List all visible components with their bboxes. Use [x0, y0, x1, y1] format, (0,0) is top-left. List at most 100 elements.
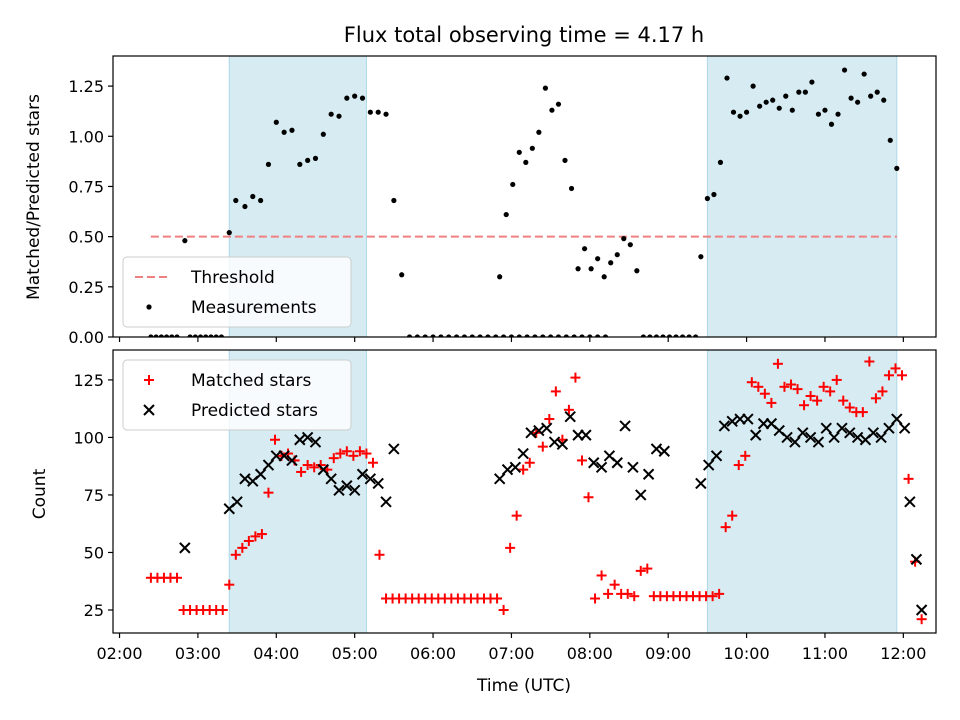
- measurement-point: [588, 266, 594, 272]
- x-stroke: [898, 422, 911, 434]
- measurement-point: [242, 203, 248, 210]
- measurement-point: [500, 334, 507, 337]
- measurement-point: [469, 334, 475, 337]
- measurement-point: [182, 238, 188, 244]
- matched-star-point: [838, 395, 849, 406]
- x-stroke: [179, 542, 191, 554]
- y-tick-label: 1.00: [68, 127, 104, 146]
- measurement-point: [579, 334, 585, 337]
- x-stroke: [603, 450, 616, 462]
- measurement-point: [453, 334, 460, 337]
- predicted-star-point: [325, 473, 337, 485]
- matched-star-point: [296, 466, 307, 477]
- observing-window: [706, 349, 898, 634]
- measurement-point: [743, 109, 750, 115]
- legend-label: Threshold: [190, 268, 275, 288]
- x-stroke: [556, 438, 569, 451]
- matched-star-point: [596, 570, 607, 581]
- x-tick-label: 02:00: [96, 644, 142, 663]
- measurement-point: [770, 97, 776, 103]
- predicted-star-point: [750, 429, 762, 441]
- x-stroke: [804, 431, 817, 444]
- predicted-star-point: [548, 436, 561, 448]
- legend-label: Predicted stars: [191, 401, 318, 421]
- predicted-star-point: [588, 457, 600, 469]
- x-stroke: [718, 420, 731, 432]
- x-tick-label: 10:00: [724, 644, 770, 663]
- matched-star-point: [864, 356, 875, 367]
- x-stroke: [726, 415, 738, 428]
- legend-x-swatch: [143, 404, 155, 416]
- measurement-point: [226, 230, 232, 236]
- legend-box: [122, 359, 352, 431]
- measurement-point: [312, 155, 319, 161]
- predicted-star-point: [742, 413, 754, 425]
- measurement-point: [602, 334, 609, 337]
- measurement-point: [213, 334, 219, 337]
- measurement-point: [265, 161, 272, 167]
- matched-star-point: [766, 397, 777, 408]
- matched-star-point: [354, 446, 365, 457]
- matched-star-point: [818, 381, 829, 392]
- measurement-point: [281, 129, 287, 135]
- predicted-star-point: [804, 431, 817, 444]
- x-stroke: [301, 431, 314, 444]
- measurement-point: [627, 242, 633, 248]
- measurement-point: [320, 131, 326, 137]
- measurement-point: [497, 274, 503, 280]
- x-stroke: [278, 450, 290, 462]
- predicted-star-point: [650, 443, 663, 455]
- y-tick-label: 125: [73, 371, 104, 390]
- legend-box: [122, 256, 352, 328]
- x-stroke: [580, 429, 592, 441]
- x-stroke: [372, 477, 384, 490]
- x-stroke: [341, 480, 353, 492]
- predicted-star-point: [301, 431, 314, 444]
- x-stroke: [533, 424, 545, 437]
- measurement-point: [510, 181, 516, 188]
- x-stroke: [750, 429, 762, 441]
- measurement-point: [359, 95, 366, 101]
- measurement-point: [673, 334, 679, 337]
- x-stroke: [286, 454, 298, 467]
- matched-star-point: [263, 487, 274, 498]
- measurement-point: [835, 111, 841, 117]
- matched-star-point: [550, 386, 561, 397]
- matched-star-point: [635, 565, 646, 576]
- measurement-point: [197, 334, 204, 337]
- predicted-star-point: [695, 477, 707, 490]
- matched-star-point: [524, 457, 535, 468]
- predicted-star-point: [797, 427, 809, 439]
- measurement-point: [503, 211, 509, 218]
- predicted-star-point: [883, 422, 895, 434]
- measurement-point: [660, 334, 666, 337]
- matched-star-point: [570, 372, 581, 383]
- y-tick-label: 0.25: [68, 278, 104, 297]
- predicted-star-point: [619, 420, 631, 432]
- matched-star-point: [498, 604, 509, 615]
- matched-star-point: [367, 457, 378, 468]
- matched-star-point: [224, 579, 235, 590]
- matched-star-point: [537, 441, 548, 452]
- predicted-star-point: [710, 450, 723, 462]
- x-stroke: [388, 443, 400, 455]
- x-tick-label: 06:00: [410, 644, 456, 663]
- measurement-point: [693, 334, 699, 337]
- predicted-star-point: [836, 422, 848, 434]
- predicted-star-point: [333, 484, 345, 497]
- measurement-point: [763, 99, 769, 105]
- predicted-star-point: [658, 445, 670, 457]
- predicted-star-point: [348, 484, 361, 497]
- matched-star-point: [916, 614, 927, 625]
- x-stroke: [695, 477, 707, 490]
- measurement-point: [187, 334, 193, 337]
- matched-star-point: [733, 460, 744, 471]
- measurement-point: [192, 334, 198, 337]
- x-stroke: [525, 427, 537, 439]
- measurement-point: [548, 334, 554, 337]
- measurement-point: [532, 334, 538, 337]
- matched-star-point: [309, 462, 320, 473]
- matched-star-point: [883, 370, 894, 381]
- chart-title: Flux total observing time = 4.17 h: [344, 23, 704, 47]
- measurement-point: [516, 334, 522, 337]
